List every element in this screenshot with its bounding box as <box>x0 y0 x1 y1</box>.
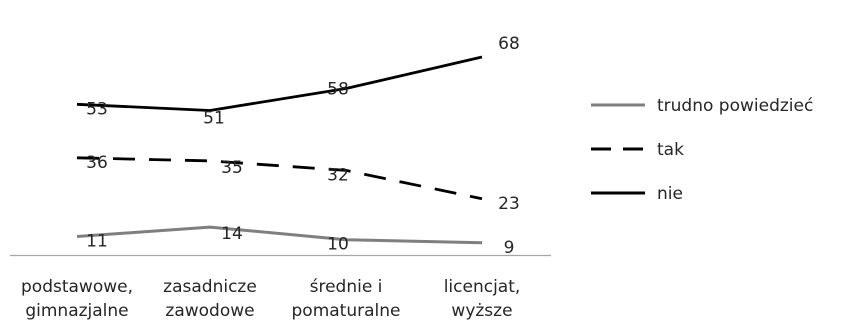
series-line-2 <box>76 55 483 112</box>
x-tick-label-3: licencjat, wyższe <box>444 277 521 321</box>
x-tick-label-1: zasadnicze zawodowe <box>163 277 257 321</box>
data-label-s2-p1: 51 <box>203 109 225 129</box>
x-tick-label-0: podstawowe, gimnazjalne <box>21 277 133 321</box>
data-label-s0-p2: 10 <box>327 235 349 255</box>
data-label-s0-p3: 9 <box>504 238 515 258</box>
legend-label-2: nie <box>657 184 683 204</box>
data-label-s0-p0: 11 <box>86 232 108 252</box>
data-label-s1-p0: 36 <box>86 153 108 173</box>
data-label-s2-p2: 58 <box>327 80 349 100</box>
data-label-s2-p3: 68 <box>498 34 520 54</box>
x-tick-label-2: średnie i pomaturalne <box>292 277 401 321</box>
series-lines <box>76 55 483 245</box>
data-label-s1-p3: 23 <box>498 194 520 214</box>
data-label-s0-p1: 14 <box>221 224 243 244</box>
data-label-s1-p2: 32 <box>327 165 349 185</box>
data-label-s1-p1: 35 <box>221 158 243 178</box>
series-line-1 <box>76 156 483 201</box>
data-labels: 11 14 10 9 36 35 32 23 53 51 58 68 <box>86 34 520 258</box>
legend-label-0: trudno powiedzieć <box>657 96 813 116</box>
legend-label-1: tak <box>657 140 684 160</box>
series-line-0 <box>76 225 483 245</box>
legend: trudno powiedzieć tak nie <box>591 96 813 204</box>
data-label-s2-p0: 53 <box>86 99 108 119</box>
x-tick-labels: podstawowe, gimnazjalne zasadnicze zawodowe… <box>21 277 520 321</box>
